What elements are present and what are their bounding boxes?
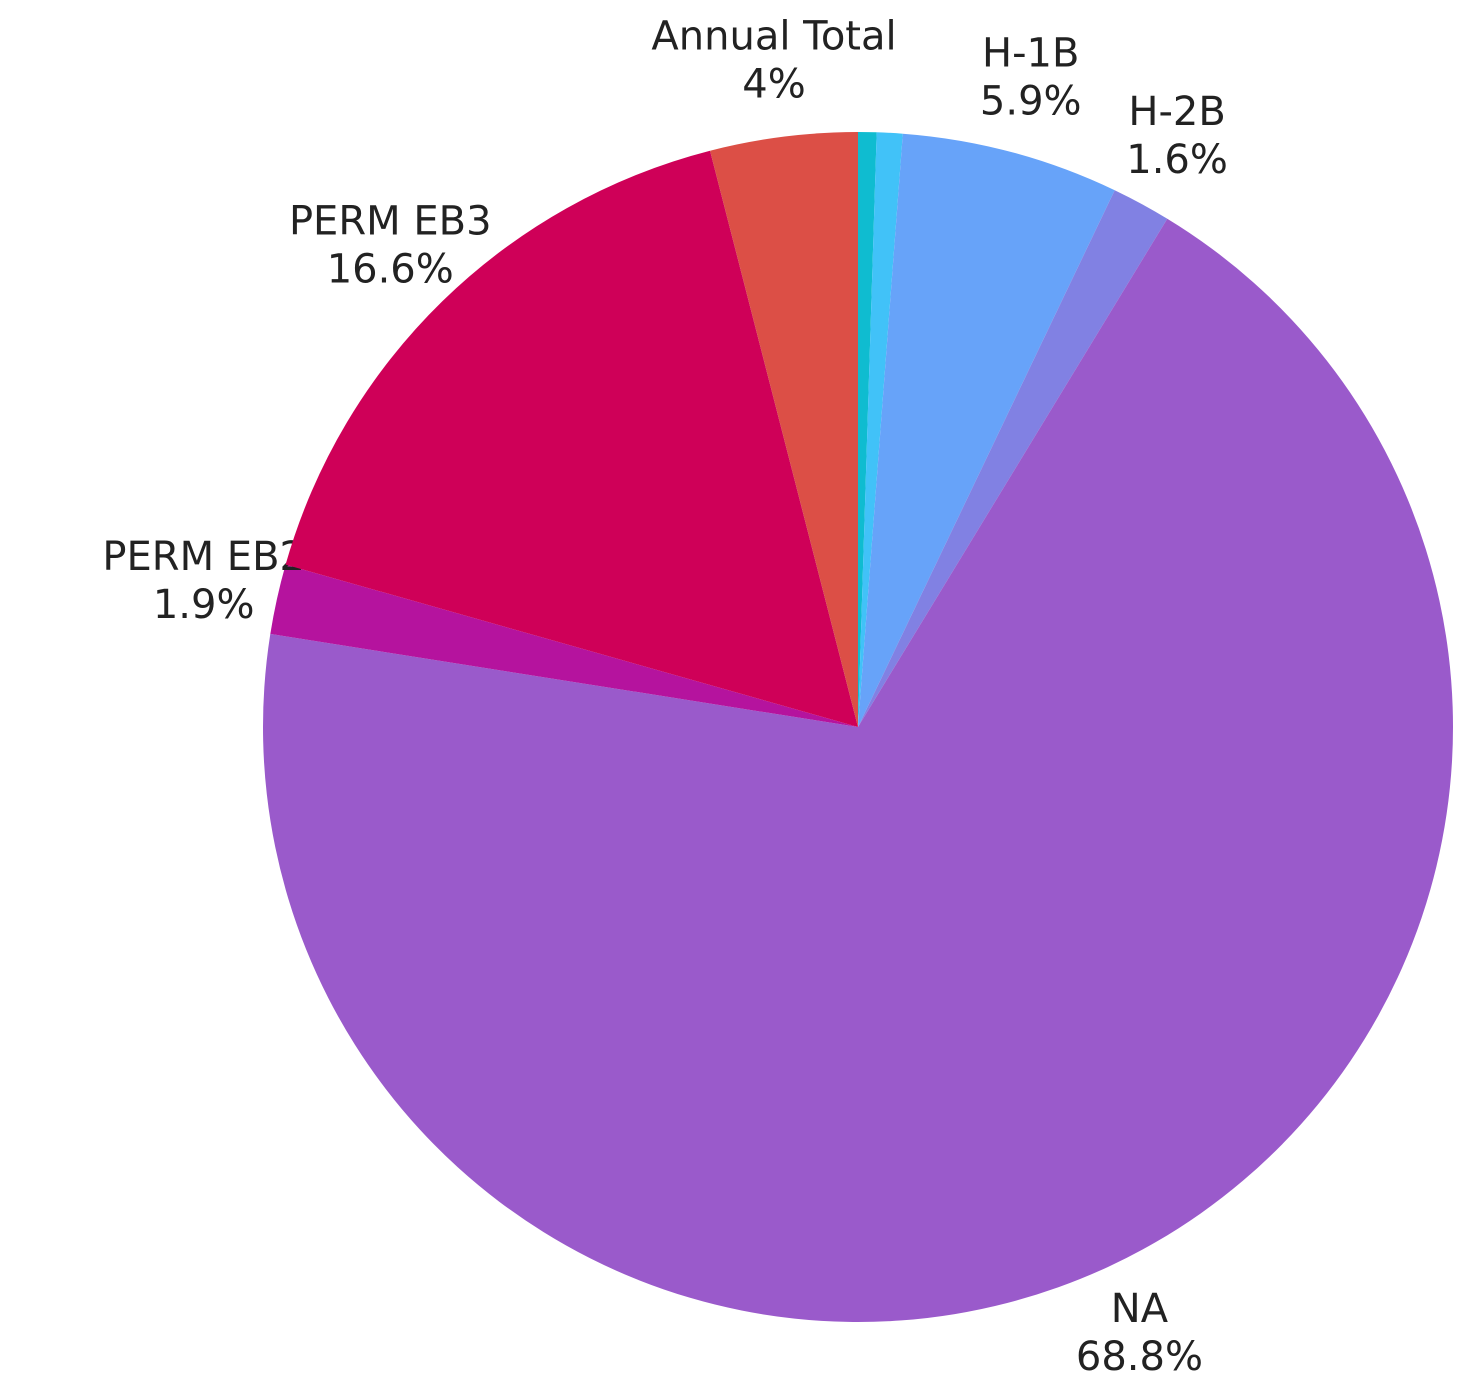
slice-label: NA (1111, 1286, 1169, 1332)
pie-slice (285, 150, 859, 728)
slice-label: H-2B (1128, 89, 1225, 135)
pie-slice (858, 132, 877, 727)
slice-label: Annual Total (651, 13, 896, 59)
pie-slice (858, 133, 1115, 728)
slice-value-label: 4% (742, 61, 805, 107)
pie-slice (710, 132, 858, 727)
pie-slice (858, 132, 903, 728)
slice-value-label: 1.6% (1126, 137, 1228, 183)
slice-value-label: 5.9% (980, 79, 1082, 125)
pie-slice (858, 190, 1168, 728)
slice-value-label: 16.6% (327, 246, 454, 292)
slice-value-label: 1.9% (153, 582, 255, 628)
slice-label: PERM EB2 (102, 534, 305, 580)
pie-slice (270, 564, 858, 727)
slice-label: H-1B (982, 31, 1079, 77)
slice-value-label: 68.8% (1076, 1334, 1203, 1380)
slice-label: PERM EB3 (289, 198, 492, 244)
pie-slice (263, 218, 1454, 1323)
